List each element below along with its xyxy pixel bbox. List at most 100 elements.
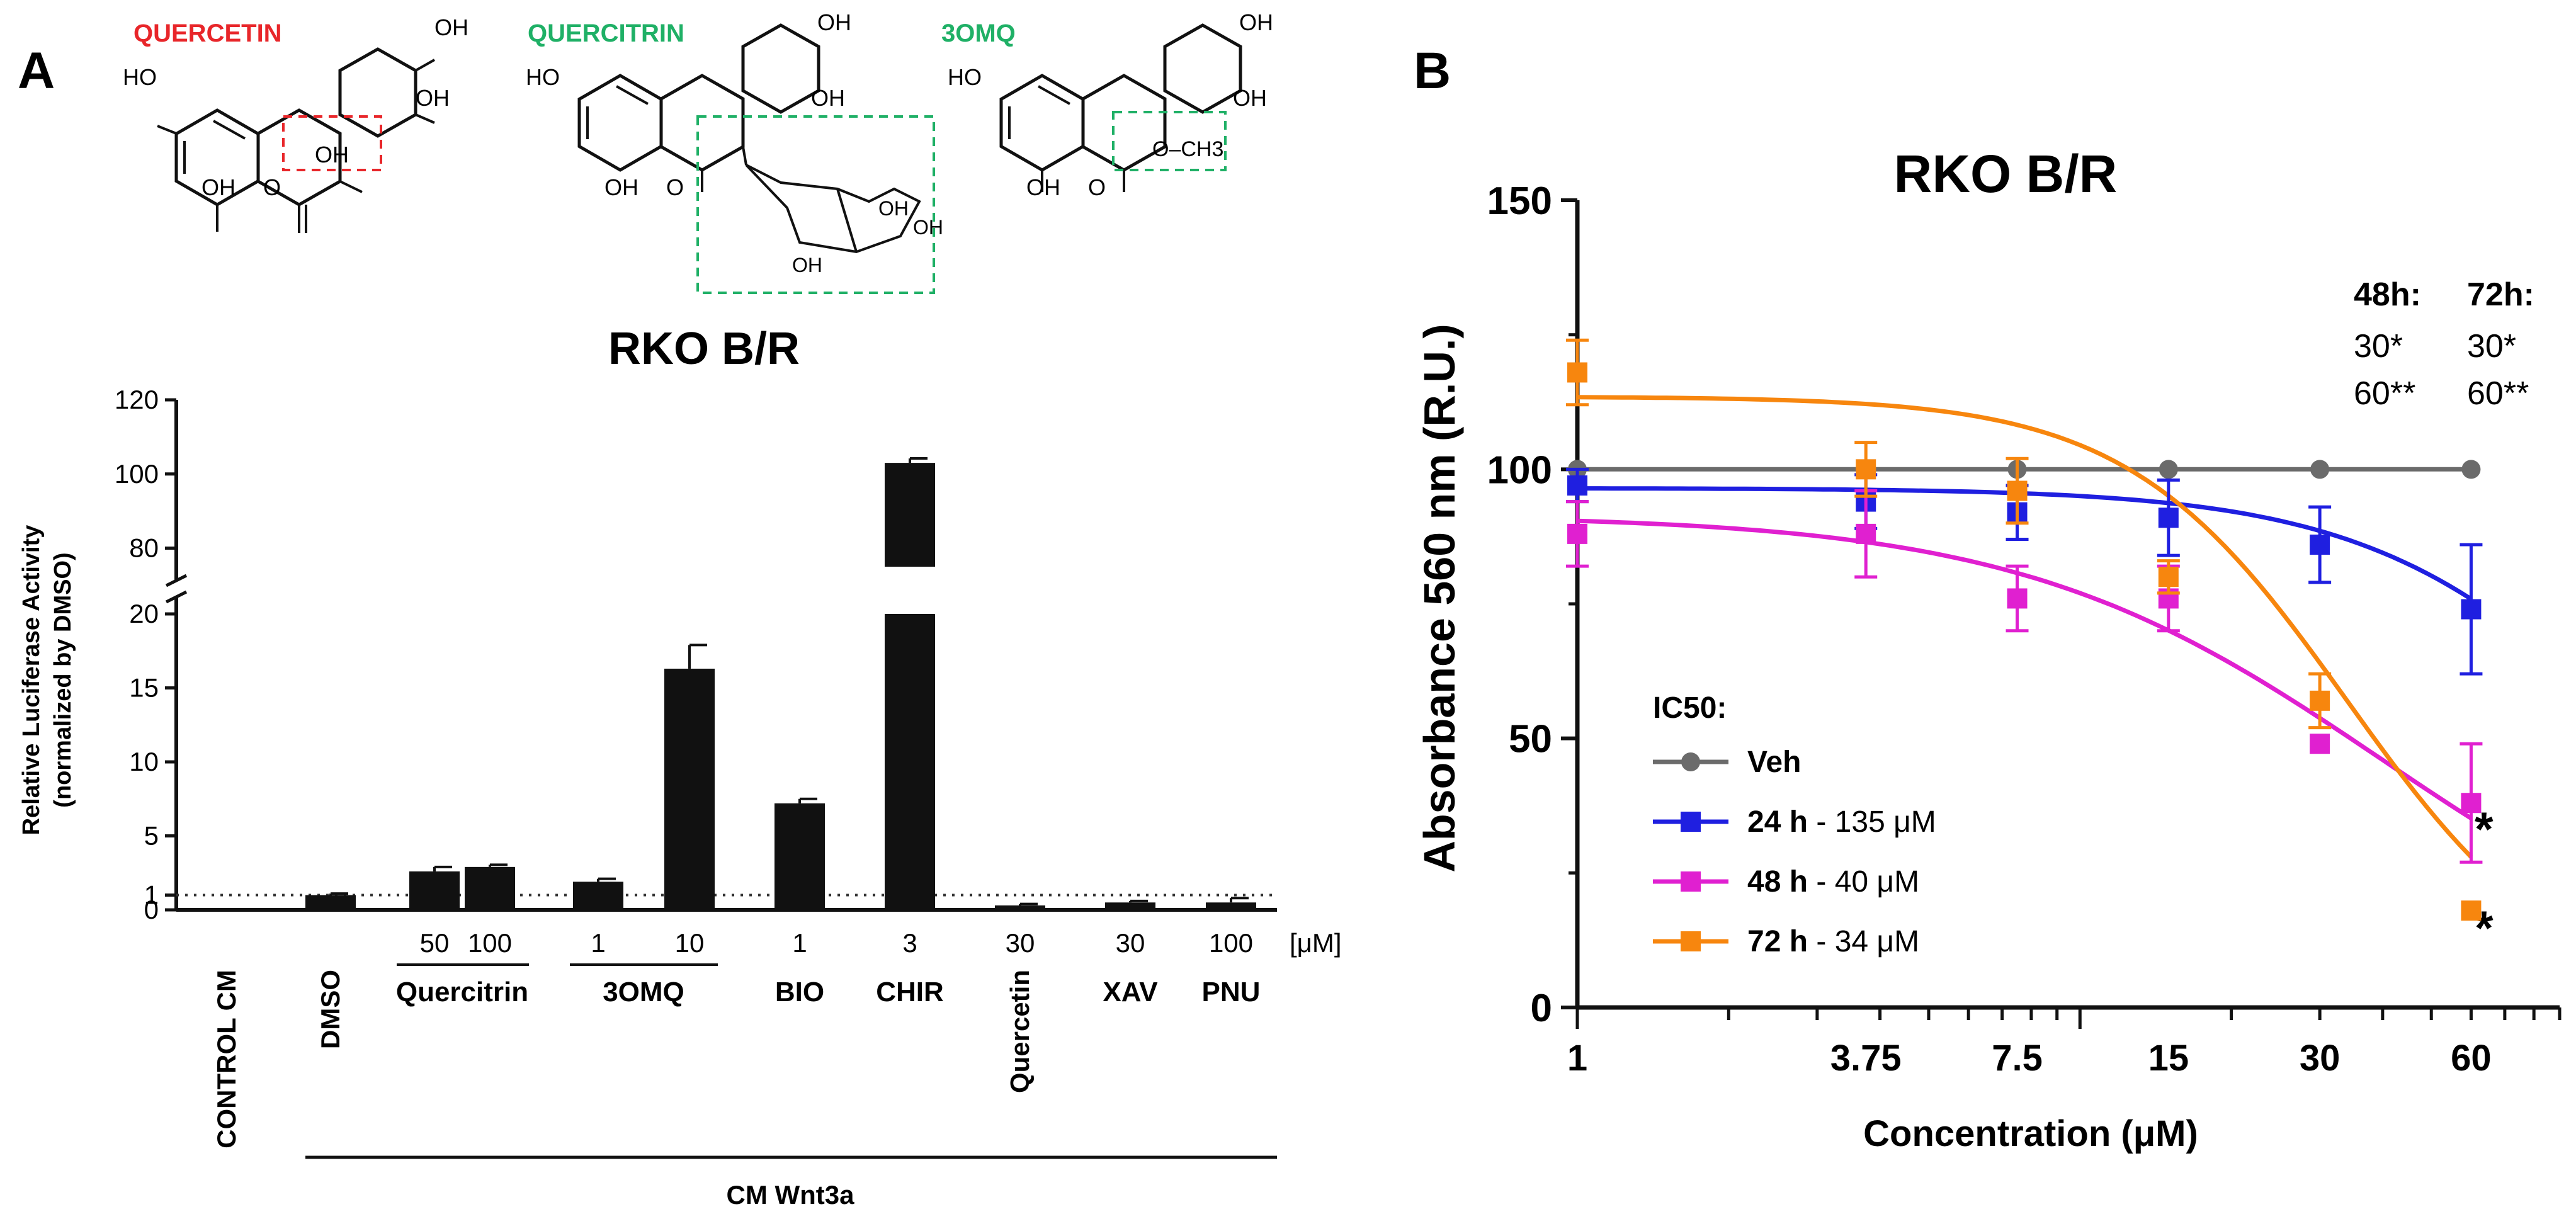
- bar-dose-label: 30: [1116, 928, 1145, 958]
- series-line: [1577, 518, 2473, 820]
- data-point: [2461, 599, 2482, 620]
- bar-chart-unit: [μM]: [1290, 928, 1342, 958]
- bar: [775, 803, 825, 910]
- bar-dose-label: 3: [902, 928, 917, 958]
- bar-chart-ylabel2: (normalized by DMSO): [50, 552, 76, 807]
- omq-oh-a: OH: [1239, 9, 1273, 35]
- data-point: [2159, 460, 2178, 479]
- bar: [573, 882, 623, 910]
- data-point: [2310, 734, 2330, 754]
- legend-marker: [1681, 752, 1700, 771]
- bar-category-label: PNU: [1202, 977, 1261, 1007]
- line-x-tick-label: 30: [2300, 1038, 2341, 1079]
- bar: [1206, 902, 1256, 910]
- sig-72h-title: 72h:: [2467, 276, 2534, 313]
- bar-dose-label: 10: [675, 928, 705, 958]
- bar-y-tick-label: 20: [129, 599, 159, 628]
- sig-48h-title: 48h:: [2354, 276, 2421, 313]
- data-point: [2461, 460, 2481, 479]
- bar-y-tick-label: 10: [129, 747, 159, 776]
- line-chart-xlabel: Concentration (μM): [1863, 1113, 2198, 1154]
- quercetin-name: QUERCETIN: [133, 20, 282, 47]
- bar: [409, 871, 460, 910]
- bar-axis-break-mark: [165, 590, 188, 604]
- sig-72h-val-1: 30*: [2467, 328, 2516, 365]
- omq-oh-d: OH: [1026, 174, 1060, 200]
- quercitrin-o: O: [666, 174, 684, 200]
- data-point: [1567, 362, 1587, 383]
- quercitrin-name: QUERCITRIN: [528, 20, 684, 47]
- bar-category-label: 3OMQ: [603, 977, 684, 1007]
- line-x-tick-label: 3.75: [1830, 1038, 1902, 1079]
- line-x-tick-label: 1: [1567, 1038, 1587, 1079]
- bar-y-tick-label: 0: [144, 895, 159, 924]
- omq-oh-b: OH: [1233, 85, 1267, 111]
- data-point: [2310, 534, 2330, 555]
- data-point: [2310, 460, 2330, 479]
- omq-name: 3OMQ: [941, 20, 1016, 47]
- quercitrin-highlight-box: [696, 115, 935, 294]
- bar: [995, 905, 1045, 910]
- bar-y-tick-label: 100: [115, 459, 159, 489]
- omq-highlight-box: [1112, 111, 1227, 171]
- quercetin-oh-b: OH: [416, 85, 450, 111]
- data-point: [2461, 793, 2482, 814]
- quercitrin-oh-s1: OH: [878, 197, 909, 220]
- quercetin-oh-a: OH: [434, 14, 468, 40]
- line-y-tick-label: 0: [1531, 987, 1552, 1030]
- quercetin-oh-d: OH: [201, 174, 235, 200]
- line-x-tick-label: 60: [2451, 1038, 2492, 1079]
- data-point: [1567, 523, 1587, 544]
- legend-marker: [1681, 812, 1701, 832]
- series-line: [1577, 395, 2473, 859]
- bar-y-tick-label: 120: [115, 385, 159, 414]
- bar-category-label: BIO: [775, 977, 824, 1007]
- data-point: [1856, 459, 1876, 480]
- bar: [664, 668, 715, 910]
- bar-dose-label: 100: [468, 928, 512, 958]
- bar-y-tick-label: 1: [144, 880, 159, 910]
- bar-chart-title: RKO B/R: [608, 324, 800, 374]
- quercitrin-oh-s3: OH: [792, 254, 822, 276]
- data-point: [1856, 523, 1876, 544]
- data-point: [2007, 480, 2028, 501]
- sig-48h-val-2: 60**: [2354, 375, 2415, 412]
- quercetin-highlight-box: [282, 115, 382, 171]
- sig-72h-val-2: 60**: [2467, 375, 2529, 412]
- panel-a-label: A: [18, 42, 55, 99]
- panel-b-label: B: [1414, 42, 1451, 99]
- data-point: [1567, 475, 1587, 496]
- data-point: [2158, 508, 2179, 528]
- quercetin-o: O: [263, 174, 281, 200]
- line-x-tick-label: 15: [2148, 1038, 2189, 1079]
- data-point: [2007, 588, 2028, 609]
- legend-marker: [1681, 871, 1701, 892]
- bar-category-label: Quercetin: [1005, 970, 1035, 1093]
- legend-label: 72 h - 34 μM: [1747, 925, 1919, 958]
- bar-y-tick-label: 15: [129, 673, 159, 703]
- omq-och3: O–CH3: [1152, 137, 1223, 161]
- bar-category-label: DMSO: [315, 970, 345, 1049]
- bar-dose-label: 50: [420, 928, 450, 958]
- bar-category-label: Quercitrin: [396, 977, 528, 1007]
- bar-dose-label: 100: [1209, 928, 1253, 958]
- quercitrin-structure: QUERCITRIN OH OH HO OH O OH OH OH: [526, 9, 943, 294]
- line-y-tick-label: 50: [1509, 718, 1552, 761]
- quercitrin-oh-b: OH: [811, 85, 845, 111]
- bar: [885, 614, 935, 910]
- legend-title: IC50:: [1653, 691, 1727, 725]
- sig-48h-val-1: 30*: [2354, 328, 2403, 365]
- legend-label: Veh: [1747, 746, 1801, 779]
- omq-oh-c: HO: [948, 64, 982, 90]
- bar-y-tick-label: 80: [129, 533, 159, 563]
- bar-dose-label: 30: [1006, 928, 1035, 958]
- bar: [1105, 902, 1155, 910]
- bar: [885, 463, 935, 567]
- line-chart-ylabel: Absorbance 560 nm (R.U.): [1415, 324, 1464, 872]
- bar-chart-group-label: CM Wnt3a: [727, 1180, 855, 1210]
- quercetin-oh-e: OH: [315, 142, 349, 167]
- data-point: [2310, 690, 2330, 711]
- bar: [465, 866, 515, 910]
- bar-category-label: CONTROL CM: [212, 970, 241, 1149]
